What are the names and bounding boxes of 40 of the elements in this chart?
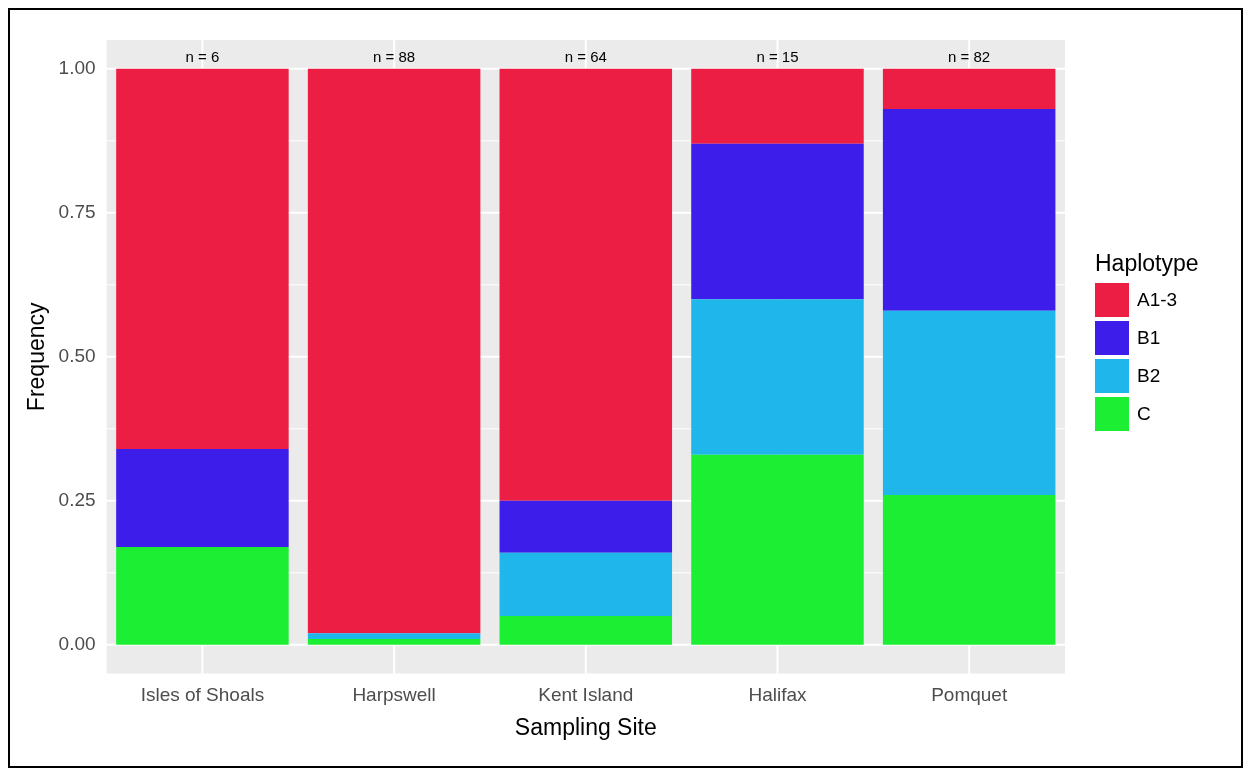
legend-label: B2 (1137, 365, 1161, 387)
legend-label: C (1137, 403, 1151, 425)
annotation: n = 82 (948, 48, 991, 66)
bar (882, 495, 1056, 645)
x-tick-label: Halifax (748, 684, 808, 706)
y-tick-label: 0.75 (58, 201, 96, 223)
bar (116, 448, 289, 547)
bar (691, 299, 864, 455)
x-tick-label: Pomquet (931, 684, 1008, 706)
bar (499, 68, 673, 501)
bar (307, 639, 481, 645)
x-tick-label: Kent Island (538, 684, 634, 706)
legend-title: Haplotype (1095, 250, 1199, 277)
bar (691, 143, 864, 300)
x-tick-label: Harpswell (352, 684, 436, 706)
bar (691, 454, 864, 645)
annotation: n = 15 (756, 48, 799, 66)
legend-label: B1 (1137, 327, 1161, 349)
x-tick-label: Isles of Shoals (140, 684, 265, 706)
y-tick-label: 0.00 (58, 633, 96, 655)
bar (307, 633, 481, 640)
bar (882, 68, 1056, 110)
bar (116, 68, 289, 449)
bar (882, 310, 1056, 496)
bar (116, 546, 289, 645)
bar (499, 500, 673, 553)
bar (691, 68, 864, 144)
y-tick-label: 1.00 (58, 57, 96, 79)
bar (307, 68, 481, 634)
legend-label: A1-3 (1137, 289, 1178, 311)
bar (499, 552, 673, 616)
annotation: n = 6 (185, 48, 220, 66)
y-tick-label: 0.25 (58, 489, 96, 511)
y-tick-label: 0.50 (58, 345, 96, 367)
bar (882, 109, 1056, 311)
bar (499, 616, 673, 645)
x-axis-title: Sampling Site (514, 713, 657, 740)
annotation: n = 64 (564, 48, 607, 66)
y-axis-title: Frequency (23, 301, 50, 412)
annotation: n = 88 (373, 48, 416, 66)
